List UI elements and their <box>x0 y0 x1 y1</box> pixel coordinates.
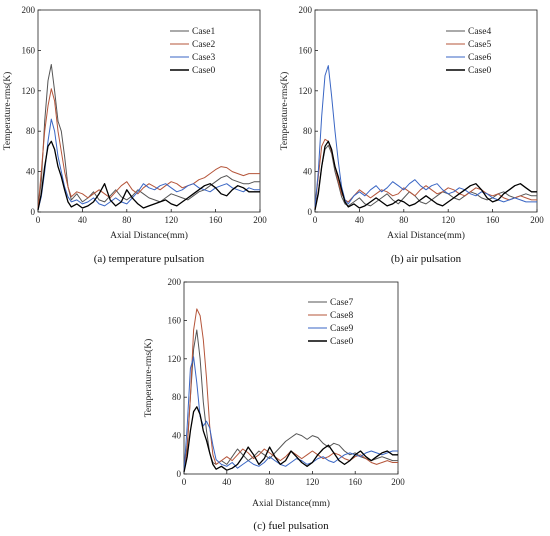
y-tick-label: 120 <box>22 86 36 96</box>
panel-caption: (c) fuel pulsation <box>253 520 329 532</box>
series-line-case0 <box>37 140 260 211</box>
legend-label: Case6 <box>468 53 491 63</box>
x-tick-label: 160 <box>209 215 223 225</box>
x-tick-label: 80 <box>265 477 275 487</box>
series-line-case0 <box>183 406 398 473</box>
x-tick-label: 80 <box>122 215 132 225</box>
series-line-case4 <box>314 144 537 210</box>
y-tick-label: 40 <box>303 167 313 177</box>
x-tick-label: 40 <box>355 215 365 225</box>
y-tick-label: 0 <box>177 469 182 479</box>
series-line-case0 <box>314 140 537 211</box>
y-tick-label: 120 <box>168 354 182 364</box>
legend-label: Case2 <box>192 40 215 50</box>
legend: Case4 Case5 Case6 Case0 <box>446 27 491 76</box>
y-axis-label: Temperature-rms(K) <box>143 339 154 417</box>
chart-panel-2: 0 40 80 120 160 200 0 40 80 120 160 200 Axial Distan… <box>279 5 544 265</box>
series-line-case1 <box>37 64 260 207</box>
y-tick-label: 80 <box>26 126 36 136</box>
plot-frame <box>183 281 399 475</box>
series-line-case5 <box>314 138 537 209</box>
legend-label: Case4 <box>468 27 491 37</box>
series-line-case2 <box>37 88 260 210</box>
legend-label: Case0 <box>330 337 353 347</box>
y-tick-label: 40 <box>172 431 182 441</box>
legend: Case7 Case8 Case9 Case0 <box>308 298 353 347</box>
series-line-case7 <box>183 329 398 472</box>
y-tick-label: 200 <box>299 5 313 15</box>
x-tick-label: 120 <box>306 477 320 487</box>
x-tick-label: 80 <box>399 215 409 225</box>
y-tick-label: 0 <box>308 207 313 217</box>
x-tick-label: 120 <box>441 215 455 225</box>
y-tick-label: 0 <box>31 207 36 217</box>
legend-label: Case0 <box>192 66 215 76</box>
x-axis-label: Axial Distance(mm) <box>252 498 330 509</box>
series-line-case9 <box>183 356 398 473</box>
legend-label: Case3 <box>192 53 215 63</box>
x-tick-label: 200 <box>391 477 405 487</box>
plot-frame <box>314 9 538 213</box>
x-tick-label: 160 <box>486 215 500 225</box>
chart-panel-1: 0 40 80 120 160 200 0 40 80 120 160 200 Axial Distan… <box>2 5 267 265</box>
y-tick-label: 200 <box>22 5 36 15</box>
y-tick-label: 80 <box>303 126 313 136</box>
series-line-case8 <box>183 308 398 472</box>
y-axis-label: Temperature-rms(K) <box>2 72 13 150</box>
y-tick-label: 160 <box>22 45 36 55</box>
panel-caption: (b) air pulsation <box>391 253 462 265</box>
series-line-case3 <box>37 118 260 211</box>
legend-label: Case1 <box>192 27 215 37</box>
x-tick-label: 120 <box>164 215 178 225</box>
y-tick-label: 200 <box>168 277 182 287</box>
x-tick-label: 160 <box>348 477 362 487</box>
y-tick-label: 160 <box>299 45 313 55</box>
y-tick-label: 40 <box>26 167 36 177</box>
x-tick-label: 0 <box>313 215 318 225</box>
legend-label: Case7 <box>330 298 353 308</box>
legend-label: Case9 <box>330 324 353 334</box>
x-tick-label: 200 <box>253 215 267 225</box>
x-tick-label: 0 <box>182 477 187 487</box>
chart-panel-3: 0 40 80 120 160 200 0 40 80 120 160 200 Axial Distan… <box>143 277 405 532</box>
legend-label: Case0 <box>468 66 491 76</box>
panel-caption: (a) temperature pulsation <box>94 253 205 265</box>
x-axis-label: Axial Distance(mm) <box>110 230 188 241</box>
plot-frame <box>37 9 261 213</box>
y-axis-label: Temperature-rms(K) <box>279 72 290 150</box>
x-tick-label: 40 <box>78 215 88 225</box>
y-tick-label: 80 <box>172 392 182 402</box>
legend: Case1 Case2 Case3 Case0 <box>170 27 215 76</box>
x-tick-label: 40 <box>222 477 232 487</box>
x-tick-label: 200 <box>530 215 544 225</box>
legend-label: Case8 <box>330 311 353 321</box>
x-axis-label: Axial Distance(mm) <box>387 230 465 241</box>
legend-label: Case5 <box>468 40 491 50</box>
y-tick-label: 160 <box>168 315 182 325</box>
series-line-case6 <box>314 65 537 207</box>
x-tick-label: 0 <box>36 215 41 225</box>
y-tick-label: 120 <box>299 86 313 96</box>
